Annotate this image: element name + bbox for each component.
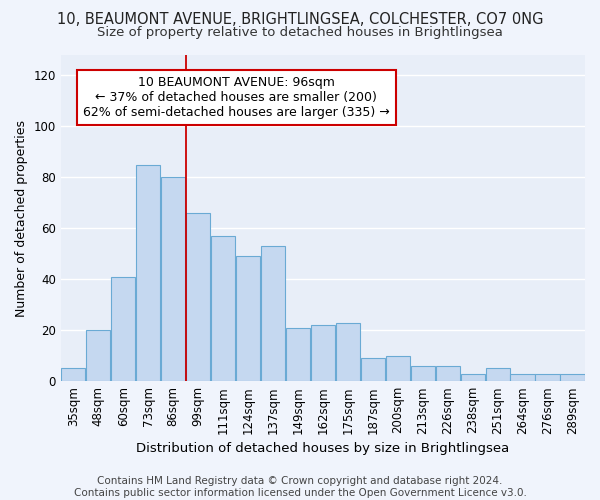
Bar — [386, 356, 410, 381]
Bar — [61, 368, 85, 381]
Text: Size of property relative to detached houses in Brightlingsea: Size of property relative to detached ho… — [97, 26, 503, 39]
Y-axis label: Number of detached properties: Number of detached properties — [15, 120, 28, 316]
Bar — [361, 358, 385, 381]
Text: 10 BEAUMONT AVENUE: 96sqm
← 37% of detached houses are smaller (200)
62% of semi: 10 BEAUMONT AVENUE: 96sqm ← 37% of detac… — [83, 76, 390, 119]
Bar — [485, 368, 510, 381]
Bar — [136, 164, 160, 381]
Bar — [86, 330, 110, 381]
Bar — [186, 213, 210, 381]
Bar — [336, 322, 360, 381]
Bar — [560, 374, 584, 381]
Bar — [161, 178, 185, 381]
Text: 10, BEAUMONT AVENUE, BRIGHTLINGSEA, COLCHESTER, CO7 0NG: 10, BEAUMONT AVENUE, BRIGHTLINGSEA, COLC… — [57, 12, 543, 28]
Bar — [511, 374, 535, 381]
X-axis label: Distribution of detached houses by size in Brightlingsea: Distribution of detached houses by size … — [136, 442, 509, 455]
Bar — [311, 325, 335, 381]
Bar — [111, 276, 136, 381]
Bar — [261, 246, 285, 381]
Text: Contains HM Land Registry data © Crown copyright and database right 2024.
Contai: Contains HM Land Registry data © Crown c… — [74, 476, 526, 498]
Bar — [535, 374, 560, 381]
Bar — [211, 236, 235, 381]
Bar — [436, 366, 460, 381]
Bar — [461, 374, 485, 381]
Bar — [236, 256, 260, 381]
Bar — [286, 328, 310, 381]
Bar — [410, 366, 435, 381]
